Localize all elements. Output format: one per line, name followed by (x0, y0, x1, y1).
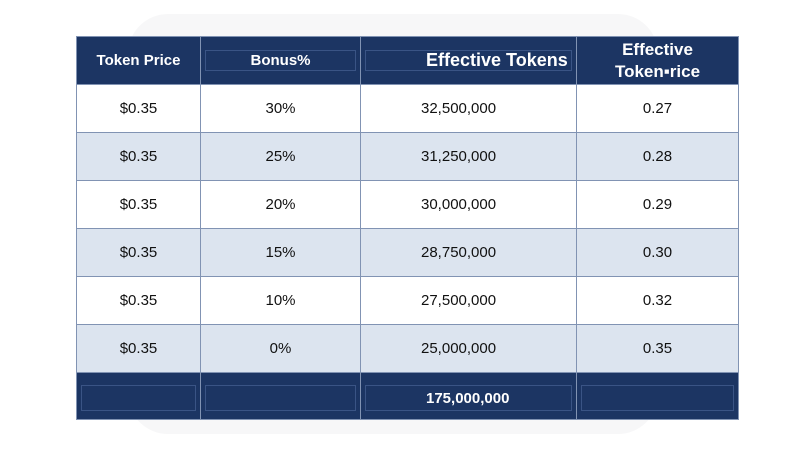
cell-effective-token-price: 0.35 (576, 324, 739, 373)
cell-effective-token-price: 0.29 (576, 180, 739, 229)
cell-effective-tokens: 28,750,000 (360, 228, 577, 277)
table-row: $0.35 25% 31,250,000 0.28 (76, 132, 739, 181)
cell-token-price: $0.35 (76, 132, 201, 181)
cell-effective-token-price: 0.32 (576, 276, 739, 325)
table-row: $0.35 0% 25,000,000 0.35 (76, 324, 739, 373)
header-effective-tokens: Effective Tokens (360, 36, 577, 85)
header-effective-token-price: Effective Token▪rice (576, 36, 739, 85)
table-header-row: Token Price Bonus% Effective Tokens Effe… (76, 36, 739, 85)
cell-effective-tokens: 25,000,000 (360, 324, 577, 373)
cell-effective-token-price: 0.27 (576, 84, 739, 133)
footer-total-tokens: 175,000,000 (360, 372, 577, 420)
cell-bonus: 25% (200, 132, 361, 181)
cell-token-price: $0.35 (76, 276, 201, 325)
footer-cell-2 (200, 372, 361, 420)
cell-bonus: 30% (200, 84, 361, 133)
cell-effective-token-price: 0.30 (576, 228, 739, 277)
cell-token-price: $0.35 (76, 228, 201, 277)
token-price-table: Token Price Bonus% Effective Tokens Effe… (76, 36, 739, 420)
cell-token-price: $0.35 (76, 324, 201, 373)
table-total-row: 175,000,000 (76, 372, 739, 420)
cell-effective-tokens: 32,500,000 (360, 84, 577, 133)
cell-effective-tokens: 30,000,000 (360, 180, 577, 229)
cell-token-price: $0.35 (76, 180, 201, 229)
cell-bonus: 10% (200, 276, 361, 325)
table-row: $0.35 15% 28,750,000 0.30 (76, 228, 739, 277)
table-row: $0.35 20% 30,000,000 0.29 (76, 180, 739, 229)
cell-effective-token-price: 0.28 (576, 132, 739, 181)
cell-bonus: 15% (200, 228, 361, 277)
footer-cell-1 (76, 372, 201, 420)
table-row: $0.35 10% 27,500,000 0.32 (76, 276, 739, 325)
header-bonus: Bonus% (200, 36, 361, 85)
cell-effective-tokens: 31,250,000 (360, 132, 577, 181)
table-row: $0.35 30% 32,500,000 0.27 (76, 84, 739, 133)
footer-cell-4 (576, 372, 739, 420)
cell-token-price: $0.35 (76, 84, 201, 133)
cell-effective-tokens: 27,500,000 (360, 276, 577, 325)
header-token-price: Token Price (76, 36, 201, 85)
cell-bonus: 0% (200, 324, 361, 373)
cell-bonus: 20% (200, 180, 361, 229)
